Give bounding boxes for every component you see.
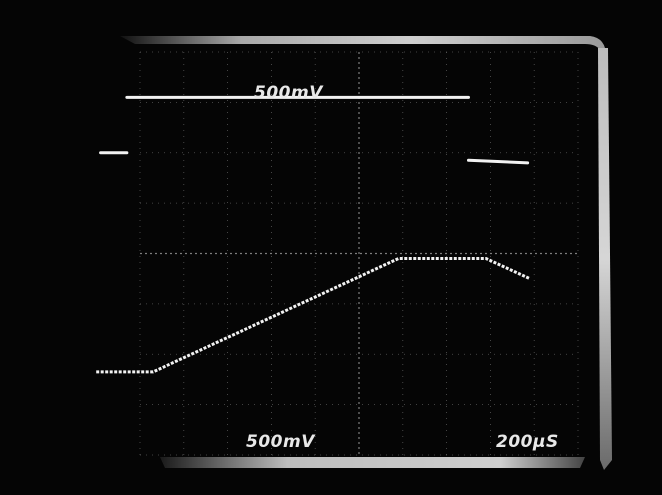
bezel-top	[120, 36, 606, 56]
bezel-right	[598, 48, 612, 470]
top-scale-label: 500mV	[254, 83, 324, 103]
trace-pulse-segment-2	[467, 158, 530, 165]
trace-ramp	[96, 257, 531, 374]
time-scale-label: 200μS	[496, 432, 559, 452]
bezel-bottom	[160, 457, 585, 468]
traces	[96, 95, 531, 374]
bottom-scale-label: 500mV	[246, 432, 316, 452]
graticule-grid	[139, 51, 579, 456]
